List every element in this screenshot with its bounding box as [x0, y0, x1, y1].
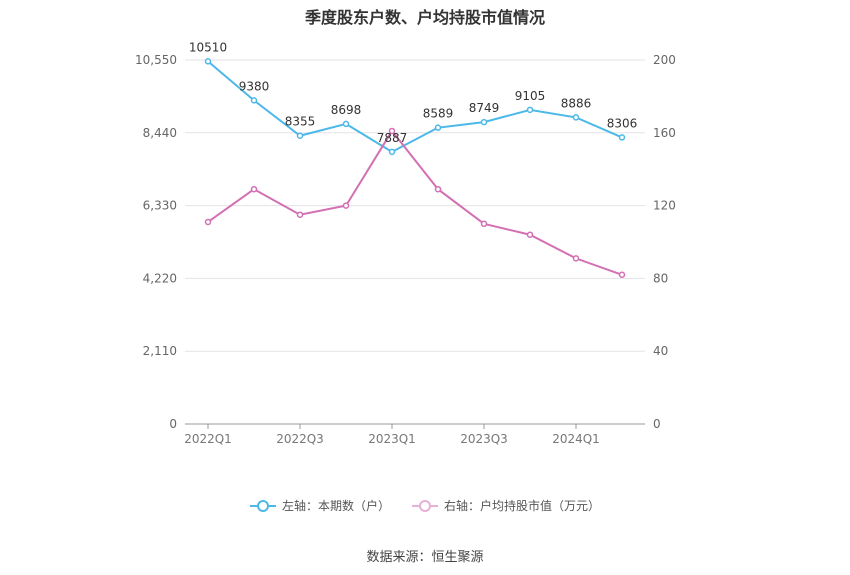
series-line-avg-value [207, 129, 623, 276]
legend-label-households: 左轴：本期数（户） [281, 499, 390, 513]
left-tick-label: 8,440 [143, 126, 177, 140]
data-point [342, 202, 350, 209]
x-tick-label: 2022Q1 [184, 432, 232, 446]
x-tick-label: 2023Q3 [460, 432, 508, 446]
data-point [204, 58, 212, 65]
right-tick-label: 200 [653, 53, 676, 67]
series-line-households [207, 60, 623, 154]
data-labels: 10510 9380 8355 8698 7887 8589 8749 9105 8886 830… [189, 40, 637, 144]
data-point [388, 148, 396, 156]
legend-item-households[interactable]: 左轴：本期数（户） [249, 497, 390, 514]
data-point [204, 218, 212, 226]
data-label: 9105 [515, 89, 546, 103]
legend-label-avg-value: 右轴：户均持股市值（万元） [444, 499, 601, 513]
data-point [480, 118, 488, 126]
data-label: 7887 [377, 131, 408, 145]
data-point [250, 97, 258, 104]
axes: 0 0 2,110 40 4,220 80 6,330 120 8,440 160 10,550 20… [135, 53, 676, 446]
data-point [572, 114, 580, 121]
data-point [434, 124, 442, 131]
data-label: 8306 [607, 116, 638, 130]
data-point [618, 134, 626, 141]
data-label: 8749 [469, 101, 500, 115]
data-label: 9380 [239, 79, 270, 93]
data-point [388, 127, 396, 135]
x-tick-label: 2022Q3 [276, 432, 324, 446]
left-tick-label: 6,330 [143, 199, 177, 213]
x-tick-label: 2024Q1 [552, 432, 600, 446]
legend-swatch-households [249, 499, 276, 513]
legend-swatch-avg-value [412, 499, 438, 513]
legend-item-avg-value[interactable]: 右轴：户均持股市值（万元） [412, 497, 600, 514]
right-tick-label: 0 [653, 417, 661, 431]
series-group [204, 58, 626, 279]
left-tick-label: 10,550 [135, 53, 177, 67]
data-label: 10510 [189, 40, 227, 54]
right-tick-label: 120 [653, 199, 676, 213]
grid-lines [185, 59, 645, 425]
data-point [618, 271, 626, 279]
left-tick-label: 4,220 [143, 271, 177, 285]
data-label: 8886 [561, 96, 592, 110]
data-point [572, 255, 580, 262]
x-tick-label: 2023Q1 [368, 432, 416, 446]
data-point [526, 106, 534, 114]
data-point [250, 185, 258, 193]
data-source: 数据来源：恒生聚源 [366, 550, 484, 565]
left-tick-label: 0 [169, 417, 177, 431]
left-tick-label: 2,110 [143, 344, 177, 358]
legend: 左轴：本期数（户） 右轴：户均持股市值（万元） [0, 497, 850, 514]
data-label: 8589 [423, 107, 454, 121]
data-point [296, 132, 304, 139]
chart-title: 季度股东户数、户均持股市值情况 [304, 8, 545, 27]
data-point [480, 220, 488, 228]
data-label: 8355 [285, 115, 316, 129]
data-point [526, 231, 534, 238]
right-tick-label: 160 [653, 126, 676, 140]
right-tick-label: 80 [653, 271, 668, 285]
data-label: 8698 [331, 103, 362, 117]
data-point [296, 211, 304, 218]
data-point [342, 120, 350, 128]
right-tick-label: 40 [653, 344, 668, 358]
data-point [434, 185, 442, 193]
